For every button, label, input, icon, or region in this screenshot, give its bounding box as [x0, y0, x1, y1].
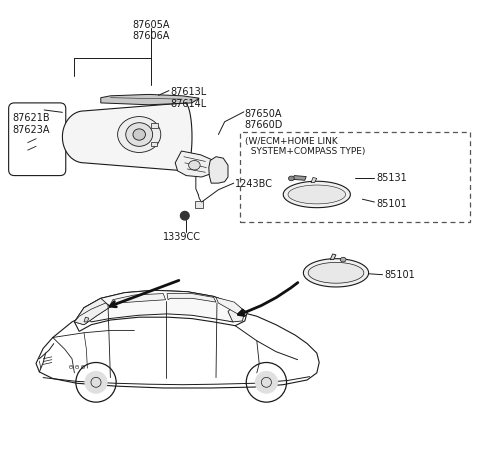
- Circle shape: [255, 371, 277, 393]
- Polygon shape: [311, 177, 317, 183]
- Circle shape: [85, 371, 107, 393]
- Ellipse shape: [288, 176, 294, 181]
- Text: 87621B
87623A: 87621B 87623A: [12, 113, 49, 135]
- Text: 85101: 85101: [377, 199, 408, 209]
- Ellipse shape: [189, 160, 200, 170]
- Text: 85101: 85101: [384, 270, 415, 280]
- Polygon shape: [293, 176, 306, 180]
- Polygon shape: [74, 298, 110, 325]
- Text: (W/ECM+HOME LINK
  SYSTEM+COMPASS TYPE): (W/ECM+HOME LINK SYSTEM+COMPASS TYPE): [245, 137, 365, 156]
- Ellipse shape: [340, 257, 346, 262]
- Polygon shape: [74, 303, 110, 325]
- FancyBboxPatch shape: [9, 103, 66, 176]
- Polygon shape: [195, 201, 203, 208]
- Polygon shape: [209, 157, 228, 183]
- Ellipse shape: [118, 117, 161, 152]
- Circle shape: [180, 211, 189, 220]
- Polygon shape: [175, 151, 215, 177]
- Polygon shape: [330, 254, 336, 260]
- Text: 87605A
87606A: 87605A 87606A: [132, 20, 170, 42]
- Polygon shape: [228, 304, 245, 322]
- Text: Θ Θ Θ: Θ Θ Θ: [69, 365, 85, 370]
- Polygon shape: [288, 185, 346, 204]
- Polygon shape: [167, 294, 216, 302]
- Polygon shape: [303, 259, 369, 287]
- Polygon shape: [283, 181, 350, 208]
- Polygon shape: [74, 290, 247, 331]
- Text: 1243BC: 1243BC: [235, 179, 273, 189]
- Text: 87613L
87614L: 87613L 87614L: [170, 87, 207, 109]
- Polygon shape: [101, 94, 199, 105]
- Polygon shape: [83, 290, 245, 322]
- Polygon shape: [84, 317, 89, 322]
- Polygon shape: [216, 297, 242, 314]
- Ellipse shape: [126, 123, 153, 146]
- Polygon shape: [308, 262, 364, 283]
- Polygon shape: [151, 142, 157, 146]
- Text: 1339CC: 1339CC: [163, 232, 201, 242]
- Bar: [240, 132, 470, 222]
- Polygon shape: [110, 294, 166, 304]
- Ellipse shape: [133, 129, 145, 140]
- Polygon shape: [151, 123, 158, 128]
- Text: 85131: 85131: [377, 173, 408, 184]
- Polygon shape: [62, 103, 192, 171]
- Polygon shape: [36, 303, 319, 388]
- Text: 87650A
87660D: 87650A 87660D: [245, 109, 283, 130]
